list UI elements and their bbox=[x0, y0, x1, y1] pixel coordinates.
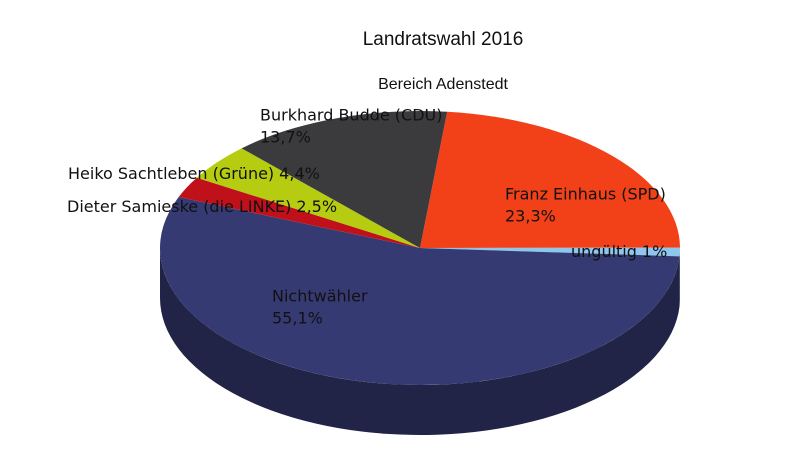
slice bbox=[159, 197, 680, 386]
slice-label-group: Heiko Sachtleben (Grüne) 4,4% bbox=[68, 164, 320, 183]
slice bbox=[241, 111, 448, 248]
slice-label: Dieter Samieske (die LINKE) bbox=[67, 197, 291, 216]
slice bbox=[420, 111, 680, 248]
slice-label: ungültig bbox=[571, 242, 637, 261]
pie-sides bbox=[160, 248, 680, 436]
pie-tops bbox=[159, 111, 680, 386]
slice-side bbox=[160, 248, 680, 436]
slice-label: Franz Einhaus (SPD) bbox=[505, 185, 666, 204]
slice-label-group: ungültig 1% bbox=[571, 242, 667, 261]
value-label: 23,3% bbox=[505, 207, 556, 226]
slice-label: Heiko Sachtleben (Grüne) bbox=[68, 164, 274, 183]
value-label: 4,4% bbox=[279, 164, 320, 183]
value-label: 55,1% bbox=[272, 309, 323, 328]
chart-title: Landratswahl 2016 bbox=[363, 29, 524, 50]
slice-label: Burkhard Budde (CDU) bbox=[260, 106, 443, 125]
slice bbox=[196, 148, 420, 248]
slice bbox=[420, 247, 680, 257]
value-label: 13,7% bbox=[260, 128, 311, 147]
slice-label: Nichtwähler bbox=[272, 287, 368, 306]
slice-label-group: Dieter Samieske (die LINKE) 2,5% bbox=[67, 197, 337, 216]
chart-subtitle: Bereich Adenstedt bbox=[378, 76, 508, 93]
labels: Franz Einhaus (SPD) 23,3% ungültig 1% Nichtw… bbox=[67, 106, 667, 328]
value-label: 1% bbox=[642, 242, 667, 261]
slice bbox=[178, 177, 420, 248]
value-label: 2,5% bbox=[296, 197, 337, 216]
